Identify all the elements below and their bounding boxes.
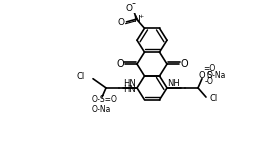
Text: O: O <box>116 59 124 69</box>
Text: O-Na: O-Na <box>206 71 226 81</box>
Text: O: O <box>199 71 205 81</box>
Text: O-Na: O-Na <box>92 105 111 113</box>
Text: HN: HN <box>124 85 136 94</box>
Text: Cl: Cl <box>77 72 85 81</box>
Text: O-S=O: O-S=O <box>92 95 118 104</box>
Text: N: N <box>133 15 140 24</box>
Text: HN: HN <box>124 79 136 88</box>
Text: +: + <box>138 14 143 19</box>
Text: O: O <box>118 18 125 27</box>
Text: S: S <box>206 71 212 81</box>
Text: -: - <box>132 0 136 8</box>
Text: O: O <box>180 59 188 69</box>
Text: =O: =O <box>203 64 215 73</box>
Text: O: O <box>126 4 133 13</box>
Text: NH: NH <box>168 79 180 88</box>
Text: -O: -O <box>205 77 213 86</box>
Text: Cl: Cl <box>210 94 218 103</box>
